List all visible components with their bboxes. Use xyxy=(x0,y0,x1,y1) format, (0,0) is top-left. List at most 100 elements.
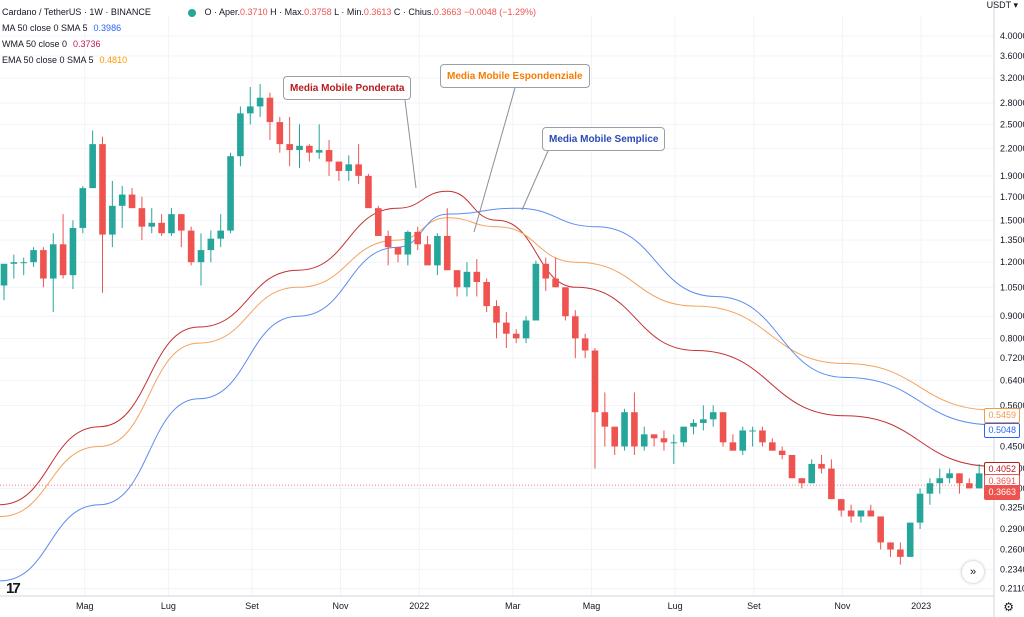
legend-wma-label: WMA 50 close 0 xyxy=(2,39,68,49)
moving-average-line xyxy=(0,207,995,582)
candle-body xyxy=(0,263,8,286)
candle-body xyxy=(335,161,343,171)
candle-body xyxy=(256,97,264,107)
candle-body xyxy=(40,250,47,279)
candle-body xyxy=(808,463,815,484)
candle-body xyxy=(867,510,875,517)
x-tick-label: Set xyxy=(245,601,259,611)
candle-body xyxy=(857,510,865,517)
change-value: −0.0048 (−1.29%) xyxy=(463,7,536,17)
candle-body xyxy=(197,250,205,263)
moving-average-line xyxy=(0,217,995,517)
candle-body xyxy=(759,430,766,443)
candle-body xyxy=(325,150,333,162)
legend-ema-value: 0.4810 xyxy=(99,55,128,65)
high-label: H · Max. xyxy=(270,7,305,17)
candle-body xyxy=(217,230,224,239)
candle-body xyxy=(286,144,293,151)
low-value: 0.3613 xyxy=(363,7,392,17)
high-value: 0.3758 xyxy=(304,7,332,17)
candle-body xyxy=(109,205,116,235)
candle-body xyxy=(266,97,274,123)
y-tick-label: 1.3500 xyxy=(1000,235,1024,245)
open-value: 0.3710 xyxy=(240,7,268,17)
candle-body xyxy=(89,144,96,189)
candle-body xyxy=(30,250,37,263)
candle-body xyxy=(769,442,776,451)
candle-body xyxy=(562,287,569,317)
candle-body xyxy=(118,194,126,206)
candle-body xyxy=(621,412,628,447)
candle-body xyxy=(966,483,973,489)
callout-pointer xyxy=(404,99,417,189)
x-tick-label: Lug xyxy=(161,601,176,611)
candle-body xyxy=(483,281,490,307)
candle-body xyxy=(660,438,668,443)
candle-body xyxy=(719,412,727,443)
y-tick-label: 0.2110 xyxy=(1000,584,1024,594)
candle-body xyxy=(375,208,382,236)
candle-body xyxy=(10,262,18,264)
gear-icon[interactable]: ⚙ xyxy=(1003,600,1014,614)
candle-body xyxy=(453,270,461,288)
candle-body xyxy=(237,113,244,157)
candle-body xyxy=(69,227,77,276)
x-tick-label: Mag xyxy=(583,601,601,611)
candle-body xyxy=(365,175,372,209)
currency-selector[interactable]: USDT ▾ xyxy=(986,0,1018,10)
candle-body xyxy=(246,106,254,114)
legend-ema-label: EMA 50 close 0 SMA 5 xyxy=(2,55,94,65)
candle-body xyxy=(128,194,136,209)
x-tick-label: Nov xyxy=(333,601,350,611)
callout-sma: Media Mobile Semplice xyxy=(542,127,666,151)
candle-body xyxy=(522,320,530,339)
legend-ema[interactable]: EMA 50 close 0 SMA 5 0.4810 xyxy=(2,52,151,68)
scroll-to-realtime-icon[interactable]: » xyxy=(962,561,984,583)
y-tick-label: 1.2000 xyxy=(1000,257,1024,267)
candle-body xyxy=(572,316,579,339)
candle-body xyxy=(975,473,983,489)
candle-body xyxy=(729,442,737,451)
candle-body xyxy=(640,434,648,447)
x-tick-label: Mag xyxy=(76,601,94,611)
x-tick-label: Nov xyxy=(834,601,851,611)
chart-legend: Cardano / TetherUS · 1W · BINANCE MA 50 … xyxy=(2,4,151,68)
candle-body xyxy=(178,214,185,231)
candle-body xyxy=(443,235,451,271)
candle-body xyxy=(926,483,934,494)
candle-body xyxy=(749,430,756,432)
moving-average-line xyxy=(0,190,995,506)
legend-wma[interactable]: WMA 50 close 0 0.3736 xyxy=(2,36,151,52)
x-tick-label: 2023 xyxy=(911,601,931,611)
candle-body xyxy=(887,542,894,550)
tradingview-logo[interactable]: 17 xyxy=(6,580,21,597)
candle-body xyxy=(877,516,884,543)
callout-wma: Media Mobile Ponderata xyxy=(283,76,412,100)
candle-body xyxy=(709,412,717,420)
candle-body xyxy=(906,522,914,557)
close-value: 0.3663 xyxy=(433,7,462,17)
candle-body xyxy=(788,454,796,479)
candle-body xyxy=(778,450,786,455)
chart-title: Cardano / TetherUS · 1W · BINANCE xyxy=(2,7,151,17)
ohlc-readout: O · Aper.0.3710 H · Max.0.3758 L · Min.0… xyxy=(188,4,536,20)
candle-body xyxy=(306,145,313,153)
candle-body xyxy=(936,478,944,484)
x-tick-label: Lug xyxy=(668,601,683,611)
candle-body xyxy=(916,493,924,523)
candle-body xyxy=(828,468,835,500)
legend-ma[interactable]: MA 50 close 0 SMA 5 0.3986 xyxy=(2,20,151,36)
candle-body xyxy=(394,247,402,255)
candle-body xyxy=(552,278,559,288)
candle-body xyxy=(473,271,481,282)
candle-body xyxy=(296,145,303,151)
x-tick-label: Set xyxy=(747,601,761,611)
chart-title-row: Cardano / TetherUS · 1W · BINANCE xyxy=(2,4,151,20)
open-label: O · Aper. xyxy=(204,7,241,17)
candle-body xyxy=(798,478,806,484)
